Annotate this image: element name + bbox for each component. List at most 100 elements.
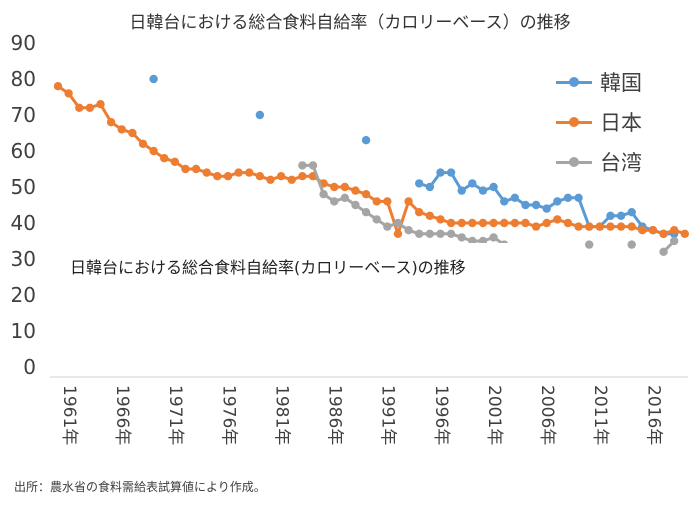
data-point xyxy=(436,215,445,224)
data-point xyxy=(149,74,158,84)
x-tick-label: 2016年 xyxy=(643,385,663,445)
data-point xyxy=(563,218,573,228)
x-tick-label: 1966年 xyxy=(112,385,132,445)
data-point xyxy=(542,218,551,228)
data-point xyxy=(255,172,265,181)
data-point xyxy=(489,182,498,192)
data-point xyxy=(627,240,636,249)
data-point xyxy=(627,208,636,217)
data-point xyxy=(425,229,435,238)
data-point xyxy=(500,197,509,206)
data-point xyxy=(319,190,328,199)
data-point xyxy=(96,100,105,109)
y-tick-label: 40 xyxy=(11,211,36,235)
data-point xyxy=(361,208,371,217)
x-tick-label: 1961年 xyxy=(59,385,79,445)
data-point xyxy=(160,154,169,163)
data-point xyxy=(584,240,594,249)
data-point xyxy=(489,233,498,242)
data-point xyxy=(457,186,466,195)
data-point xyxy=(478,218,488,228)
x-tick-label: 1976年 xyxy=(218,385,238,445)
overlay-chart-title: 日韓台における総合食料自給率(カロリーベース)の推移 xyxy=(66,254,470,278)
chart-title: 日韓台における総合食料自給率（カロリーベース）の推移 xyxy=(129,13,571,33)
data-point xyxy=(223,172,233,181)
data-point xyxy=(287,175,296,184)
data-point xyxy=(446,218,456,228)
legend-swatch-korea xyxy=(556,72,592,92)
data-point xyxy=(500,218,509,228)
data-point xyxy=(106,118,116,127)
data-point xyxy=(436,229,445,238)
data-point xyxy=(340,182,350,192)
data-point xyxy=(446,229,456,238)
x-tick-label: 1996年 xyxy=(431,385,451,445)
data-point xyxy=(330,197,339,206)
data-point xyxy=(415,229,424,238)
data-point xyxy=(266,175,275,184)
data-point xyxy=(117,125,126,134)
data-point xyxy=(393,218,403,228)
series-layer xyxy=(53,74,690,256)
data-point xyxy=(351,186,360,195)
data-point xyxy=(404,226,413,235)
data-point xyxy=(234,168,243,177)
y-tick-label: 10 xyxy=(11,319,36,343)
data-point xyxy=(616,222,626,231)
data-point xyxy=(553,197,562,206)
y-tick-label: 70 xyxy=(11,103,36,127)
data-point xyxy=(383,222,392,231)
data-point xyxy=(372,197,381,206)
data-point xyxy=(563,193,573,202)
data-point xyxy=(638,226,647,235)
data-point xyxy=(606,211,615,220)
data-point xyxy=(425,211,435,220)
data-point xyxy=(457,233,466,242)
legend-label-taiwan: 台湾 xyxy=(600,151,642,175)
data-point xyxy=(181,164,190,174)
x-tick-label: 2001年 xyxy=(484,385,504,445)
data-point xyxy=(340,193,350,202)
data-point xyxy=(627,222,636,231)
data-point xyxy=(478,186,488,195)
data-point xyxy=(659,247,668,256)
legend-swatch-japan xyxy=(556,112,592,132)
data-point xyxy=(669,226,679,235)
data-point xyxy=(489,218,498,228)
data-point xyxy=(276,172,286,181)
data-point xyxy=(531,200,541,210)
x-tick-label: 1981年 xyxy=(271,385,291,445)
data-point xyxy=(255,110,265,120)
series-1 xyxy=(53,82,690,238)
data-point xyxy=(75,103,84,113)
legend-item-japan: 日本 xyxy=(556,102,642,142)
data-point xyxy=(436,168,445,177)
data-point xyxy=(170,157,180,166)
data-point xyxy=(330,182,339,192)
y-tick-label: 60 xyxy=(11,139,36,163)
data-point xyxy=(149,146,158,156)
y-tick-label: 0 xyxy=(23,355,36,379)
data-point xyxy=(415,179,424,188)
x-axis: 1961年 1966年 1971年 1976年 1981年 1986年 1991年 1996年… xyxy=(50,376,688,445)
data-point xyxy=(669,236,679,246)
x-tick-label: 1986年 xyxy=(325,385,345,445)
legend-item-korea: 韓国 xyxy=(556,62,642,102)
data-point xyxy=(468,218,477,228)
data-point xyxy=(468,179,477,188)
data-point xyxy=(457,218,466,228)
data-point xyxy=(393,229,403,238)
data-point xyxy=(521,218,530,228)
data-point xyxy=(584,222,594,231)
data-point xyxy=(616,211,626,220)
data-point xyxy=(128,128,137,138)
data-point xyxy=(213,172,222,181)
x-tick-label: 1971年 xyxy=(165,385,185,445)
data-point xyxy=(64,89,73,98)
y-axis: 0 10 20 30 40 50 60 70 80 90 xyxy=(11,31,36,379)
data-point xyxy=(298,161,307,170)
legend-item-taiwan: 台湾 xyxy=(556,142,642,182)
x-tick-label: 2006年 xyxy=(537,385,557,445)
legend: 韓国 日本 台湾 xyxy=(556,62,642,182)
